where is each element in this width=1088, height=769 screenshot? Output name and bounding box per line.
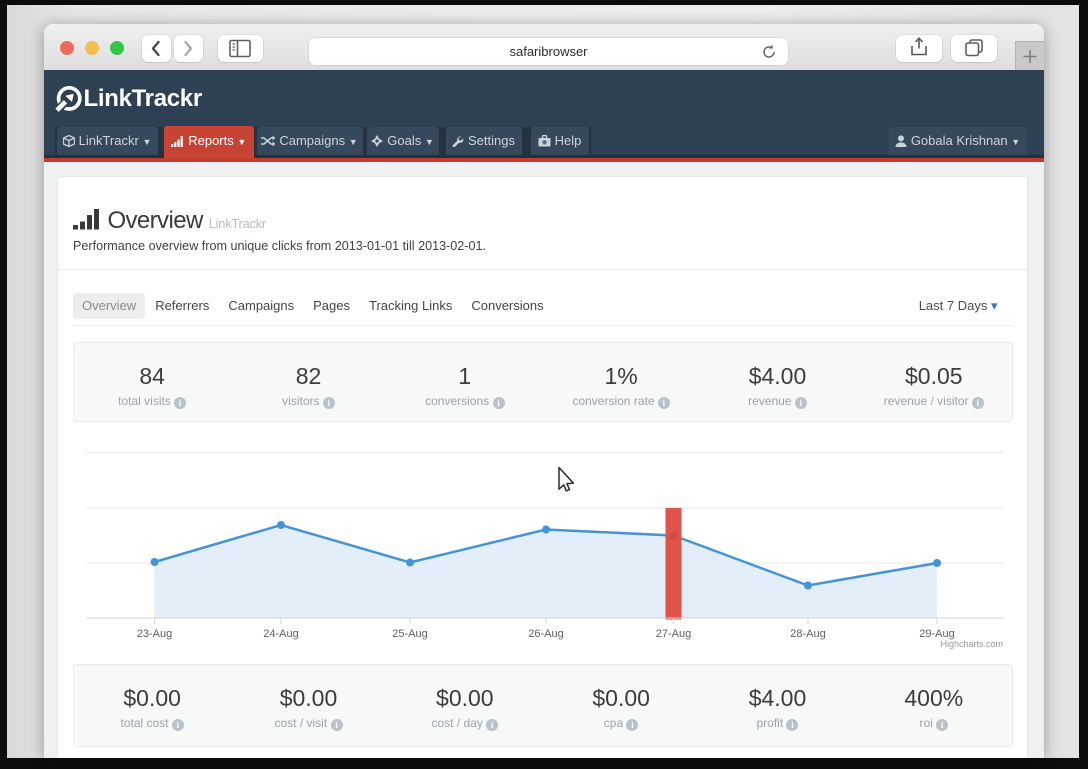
svg-text:25-Aug: 25-Aug xyxy=(392,628,427,640)
svg-text:26-Aug: 26-Aug xyxy=(528,628,563,640)
svg-text:28-Aug: 28-Aug xyxy=(790,628,825,640)
svg-text:29-Aug: 29-Aug xyxy=(919,628,954,640)
svg-text:23-Aug: 23-Aug xyxy=(137,628,172,640)
svg-text:24-Aug: 24-Aug xyxy=(263,628,298,640)
svg-text:Highcharts.com: Highcharts.com xyxy=(940,639,1003,649)
svg-text:27-Aug: 27-Aug xyxy=(656,628,691,640)
